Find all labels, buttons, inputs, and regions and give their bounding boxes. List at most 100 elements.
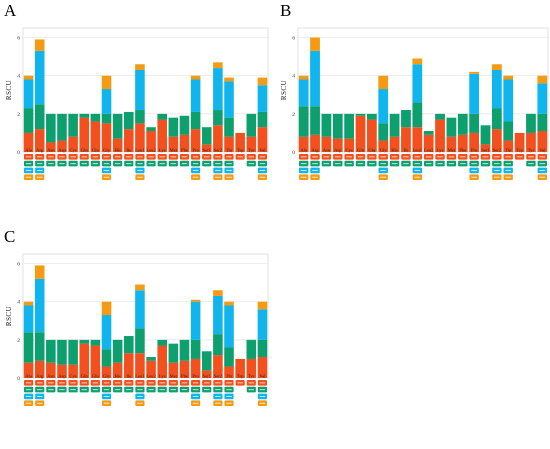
y-tick-label: 6 [17, 36, 20, 42]
bar-segment-arg-red [34, 129, 45, 152]
codon-text-stub [126, 163, 132, 165]
codon-text-stub [482, 163, 489, 165]
codon-text-stub [25, 395, 32, 397]
codon-text-stub [391, 156, 398, 158]
bar-segment-val-cyan [257, 85, 268, 112]
codon-text-stub [226, 156, 232, 158]
y-tick-label: 0 [17, 150, 20, 156]
x-tick-label: Pro [471, 148, 478, 153]
codon-text-stub [357, 163, 364, 165]
bar-segment-his-green [112, 113, 123, 139]
bar-segment-cys-red [68, 136, 78, 152]
codon-text-stub [226, 389, 232, 391]
bar-segment-ala-green [298, 106, 309, 137]
codon-text-stub [505, 169, 512, 171]
codon-text-stub [137, 176, 143, 178]
codon-text-stub [226, 169, 232, 171]
bar-segment-ser2-cyan [213, 68, 223, 111]
bar-segment-ala-cyan [298, 79, 309, 107]
codon-text-stub [126, 382, 132, 384]
bar-segment-lys-green [157, 339, 167, 346]
bar-segment-trp-red [235, 132, 245, 152]
bar-segment-gln-red [355, 115, 366, 152]
bar-segment-his-red [389, 136, 400, 152]
x-tick-label: Gly [103, 148, 111, 153]
x-tick-label: Cys [346, 148, 353, 153]
codon-text-stub [137, 402, 143, 404]
codon-text-stub [103, 163, 110, 165]
bar-segment-ser1-red [480, 144, 491, 152]
codon-text-stub [81, 389, 87, 391]
bar-segment-thr-red [224, 136, 234, 152]
codon-text-stub [137, 395, 143, 397]
x-tick-label: Trp [516, 148, 523, 153]
codon-text-stub [148, 163, 154, 165]
x-tick-label: Tyr [248, 374, 255, 379]
codon-text-stub [36, 402, 43, 404]
bar-segment-ala-green [23, 108, 34, 133]
codon-text-stub [92, 163, 99, 165]
x-tick-label: Ile [126, 148, 131, 153]
bar-segment-val-orange [257, 301, 268, 310]
codon-text-stub [103, 169, 110, 171]
bar-segment-pro-red [190, 358, 201, 378]
y-tick-label: 6 [17, 262, 20, 268]
codon-text-stub [312, 169, 318, 171]
bar-segment-ala-red [23, 132, 34, 152]
bar-segment-lys-red [157, 119, 167, 152]
bar-segment-lys-green [435, 113, 445, 120]
x-tick-label: Arg [312, 148, 320, 153]
bar-segment-his-red [112, 138, 123, 152]
codon-text-stub [259, 169, 266, 171]
codon-text-stub [215, 402, 221, 404]
codon-text-stub [403, 156, 409, 158]
codon-text-stub [215, 156, 221, 158]
bar-segment-ser2-red [213, 125, 223, 152]
bar-segment-leu1-cyan [135, 69, 145, 111]
codon-text-stub [494, 176, 500, 178]
bar-segment-phe-red [179, 360, 190, 378]
codon-text-stub [137, 169, 143, 171]
bar-segment-gln-green [79, 339, 90, 344]
codon-text-stub [70, 156, 76, 158]
bar-segment-ala-cyan [23, 79, 34, 109]
x-tick-label: Leu2 [424, 148, 434, 153]
bar-segment-val-red [537, 131, 548, 152]
codon-text-stub [471, 163, 477, 165]
codon-text-stub [103, 389, 110, 391]
codon-text-stub [494, 163, 500, 165]
codon-text-stub [192, 169, 199, 171]
codon-text-stub [181, 389, 188, 391]
x-tick-label: Gly [103, 374, 111, 379]
codon-text-stub [259, 395, 266, 397]
y-axis-label: RSCU [280, 80, 288, 100]
panel-label: C [4, 227, 15, 246]
codon-text-stub [300, 156, 307, 158]
y-tick-label: 0 [292, 150, 295, 156]
bar-segment-leu1-cyan [135, 290, 145, 329]
codon-text-stub [539, 169, 546, 171]
bar-segment-tyr-red [246, 358, 257, 378]
bar-segment-gly-green [101, 113, 112, 124]
codon-text-stub [181, 382, 188, 384]
x-tick-label: Ala [300, 148, 307, 153]
bar-segment-ser2-cyan [491, 69, 502, 109]
x-tick-label: Pro [192, 374, 199, 379]
bar-segment-arg-red [34, 360, 45, 378]
codon-text-stub [103, 156, 110, 158]
x-tick-label: Ser2 [214, 148, 223, 153]
bar-segment-met-red [168, 136, 179, 152]
bar-segment-glu-red [366, 119, 377, 152]
codon-text-stub [36, 156, 43, 158]
codon-text-stub [36, 163, 43, 165]
codon-text-stub [103, 176, 110, 178]
x-tick-label: Ser1 [481, 148, 490, 153]
x-tick-label: Leu1 [135, 374, 145, 379]
y-tick-label: 0 [17, 376, 20, 382]
x-tick-label: Cys [70, 148, 77, 153]
codon-text-stub [25, 176, 32, 178]
codon-text-stub [59, 163, 65, 165]
x-tick-label: Leu2 [146, 374, 156, 379]
bar-segment-ser2-orange [213, 62, 223, 69]
